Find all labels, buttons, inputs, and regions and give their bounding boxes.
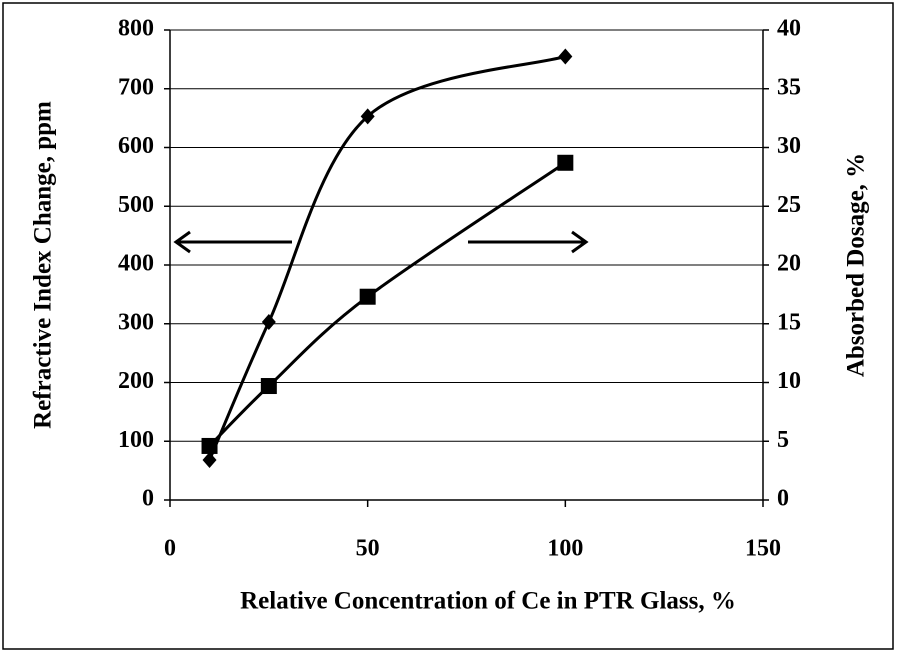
y-tick-label: 800 <box>118 16 154 42</box>
x-tick-label: 0 <box>164 536 176 562</box>
y-tick-label: 300 <box>118 309 154 335</box>
arrows <box>173 230 589 254</box>
x-axis-title: Relative Concentration of Ce in PTR Glas… <box>240 588 736 615</box>
left-arrow-head <box>173 230 191 254</box>
y2-tick-label: 15 <box>777 309 801 335</box>
diamond-marker <box>360 108 375 125</box>
y2-tick-label: 40 <box>777 16 801 42</box>
y-axis-title: Refractive Index Change, ppm <box>30 101 57 429</box>
y-tick-label: 500 <box>118 192 154 218</box>
y-tick-label: 700 <box>118 74 154 100</box>
diamond-marker <box>558 48 573 65</box>
x-tick-label: 150 <box>745 536 781 562</box>
y-tick-label: 0 <box>142 486 154 512</box>
y2-tick-label: 5 <box>777 427 789 453</box>
y-tick-label: 200 <box>118 368 154 394</box>
y2-tick-label: 0 <box>777 486 789 512</box>
right-arrow-head <box>571 230 589 254</box>
y-tick-label: 600 <box>118 133 154 159</box>
series-line <box>208 55 566 461</box>
y2-tick-label: 20 <box>777 251 801 277</box>
y2-tick-label: 30 <box>777 133 801 159</box>
square-marker <box>359 288 376 305</box>
y-tick-label: 400 <box>118 251 154 277</box>
diamond-marker <box>202 452 217 469</box>
square-marker <box>260 378 277 395</box>
square-marker <box>201 437 218 454</box>
series-line <box>208 161 567 448</box>
x-tick-label: 50 <box>356 536 380 562</box>
x-tick-label: 100 <box>547 536 583 562</box>
y2-tick-label: 35 <box>777 74 801 100</box>
diamond-marker <box>261 313 276 330</box>
y2-axis-title: Absorbed Dosage, % <box>843 153 870 377</box>
square-marker <box>557 154 574 171</box>
y2-tick-label: 25 <box>777 192 801 218</box>
y2-tick-label: 10 <box>777 368 801 394</box>
y-tick-label: 100 <box>118 427 154 453</box>
